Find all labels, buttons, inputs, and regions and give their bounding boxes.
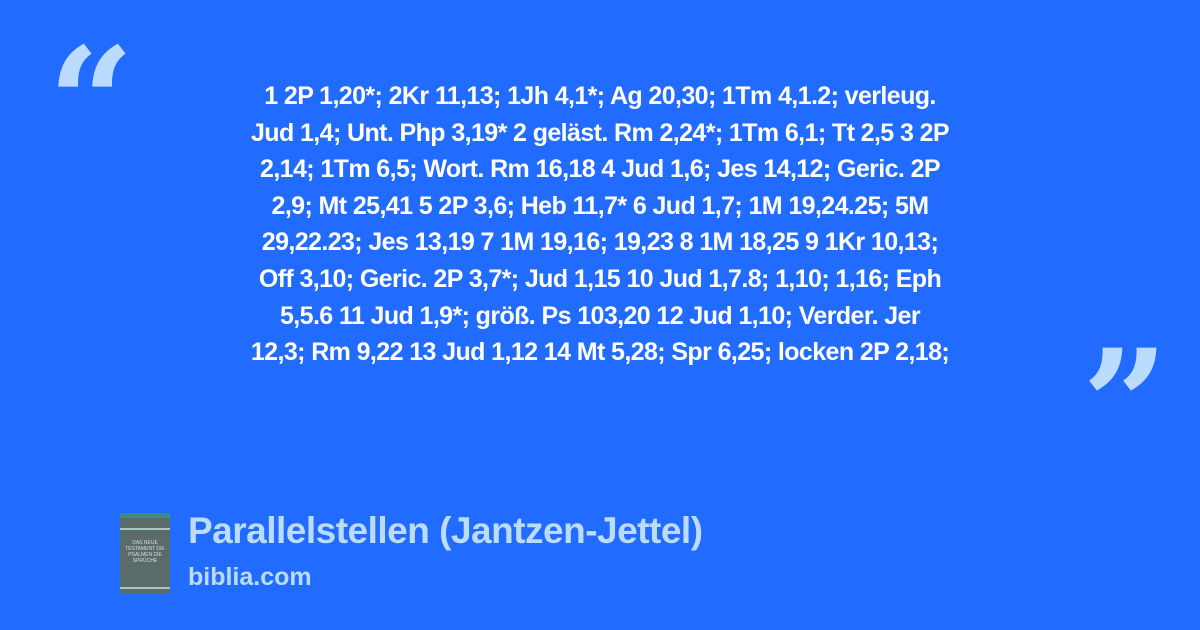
verse-line: 5,5.6 11 Jud 1,9*; größ. Ps 103,20 12 Ju… <box>280 301 921 330</box>
cover-title: DAS NEUE TESTAMENT DIE PSALMEN DIE SPRÜC… <box>125 540 165 564</box>
verse-line: 29,22.23; Jes 13,19 7 1M 19,16; 19,23 8 … <box>261 228 939 257</box>
verse-line: 12,3; Rm 9,22 13 Jud 1,12 14 Mt 5,28; Sp… <box>250 338 950 367</box>
verse-line: Off 3,10; Geric. 2P 3,7*; Jud 1,15 10 Ju… <box>258 264 942 293</box>
close-quote-icon: ” <box>1082 317 1169 493</box>
verse-line: 2,14; 1Tm 6,5; Wort. Rm 16,18 4 Jud 1,6;… <box>260 155 941 184</box>
cover-band <box>120 528 170 530</box>
open-quote-icon: “ <box>48 15 135 191</box>
cover-band <box>120 587 170 589</box>
site-link[interactable]: biblia.com <box>188 563 312 591</box>
verse-text: 1 2P 1,20*; 2Kr 11,13; 1Jh 4,1*; Ag 20,3… <box>120 78 1080 371</box>
verse-line: 2,9; Mt 25,41 5 2P 3,6; Heb 11,7* 6 Jud … <box>271 191 930 220</box>
verse-line: 1 2P 1,20*; 2Kr 11,13; 1Jh 4,1*; Ag 20,3… <box>264 82 936 110</box>
verse-line: Jud 1,4; Unt. Php 3,19* 2 geläst. Rm 2,2… <box>251 118 950 147</box>
book-cover-image: DAS NEUE TESTAMENT DIE PSALMEN DIE SPRÜC… <box>120 513 170 593</box>
resource-title: Parallelstellen (Jantzen-Jettel) <box>188 510 703 551</box>
